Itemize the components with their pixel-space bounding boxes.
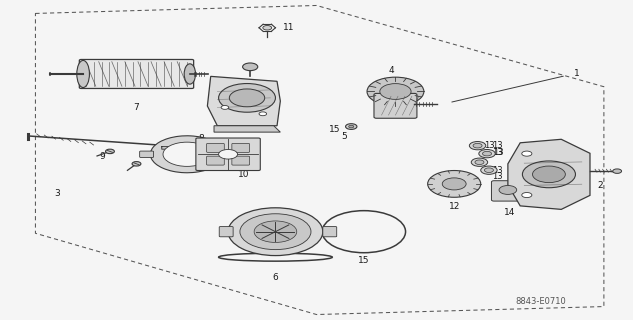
- Text: 13: 13: [493, 148, 504, 157]
- Circle shape: [473, 143, 482, 148]
- Text: 8843-E0710: 8843-E0710: [515, 297, 566, 306]
- Circle shape: [263, 26, 272, 30]
- Circle shape: [532, 166, 565, 183]
- Circle shape: [106, 149, 115, 154]
- Circle shape: [240, 214, 311, 250]
- FancyBboxPatch shape: [232, 156, 249, 165]
- FancyBboxPatch shape: [374, 93, 417, 118]
- Circle shape: [522, 151, 532, 156]
- Circle shape: [480, 166, 497, 174]
- Text: 14: 14: [503, 208, 515, 217]
- Text: 13: 13: [484, 140, 494, 149]
- FancyBboxPatch shape: [196, 138, 260, 171]
- Circle shape: [479, 149, 495, 158]
- Circle shape: [484, 168, 494, 172]
- FancyBboxPatch shape: [323, 227, 337, 237]
- Polygon shape: [208, 76, 280, 126]
- Circle shape: [132, 162, 141, 166]
- FancyBboxPatch shape: [206, 143, 224, 152]
- Text: 6: 6: [273, 273, 279, 282]
- Circle shape: [218, 149, 237, 159]
- Circle shape: [380, 84, 411, 100]
- Text: 1: 1: [574, 69, 580, 78]
- Circle shape: [228, 208, 323, 256]
- Polygon shape: [508, 139, 590, 209]
- FancyBboxPatch shape: [232, 143, 249, 152]
- FancyBboxPatch shape: [140, 151, 154, 157]
- Text: 13: 13: [492, 148, 503, 156]
- Circle shape: [613, 169, 622, 173]
- Circle shape: [367, 77, 424, 106]
- Polygon shape: [162, 147, 180, 154]
- Circle shape: [349, 125, 354, 128]
- Text: 10: 10: [238, 170, 249, 179]
- Circle shape: [442, 178, 466, 190]
- FancyBboxPatch shape: [491, 181, 524, 201]
- Circle shape: [221, 106, 229, 109]
- Circle shape: [499, 186, 517, 195]
- Circle shape: [218, 84, 275, 112]
- Text: 7: 7: [134, 103, 139, 112]
- Circle shape: [242, 63, 258, 71]
- Wedge shape: [163, 142, 211, 166]
- Circle shape: [475, 160, 484, 164]
- Text: 4: 4: [388, 66, 394, 75]
- Text: 9: 9: [99, 152, 105, 161]
- Circle shape: [522, 193, 532, 197]
- Text: 8: 8: [199, 134, 204, 143]
- Text: 3: 3: [54, 189, 60, 198]
- Circle shape: [254, 221, 297, 243]
- Ellipse shape: [77, 60, 89, 87]
- Text: 13: 13: [492, 141, 503, 150]
- Polygon shape: [214, 126, 280, 132]
- Circle shape: [482, 151, 492, 156]
- Circle shape: [471, 158, 487, 166]
- Text: 13: 13: [492, 172, 503, 181]
- Text: 15: 15: [329, 125, 341, 134]
- Circle shape: [522, 161, 575, 188]
- Text: 12: 12: [449, 202, 460, 211]
- Wedge shape: [151, 136, 219, 173]
- Text: 11: 11: [283, 23, 294, 32]
- Text: 13: 13: [492, 166, 503, 175]
- FancyBboxPatch shape: [206, 156, 224, 165]
- Text: 15: 15: [358, 256, 369, 265]
- Text: 5: 5: [341, 132, 347, 140]
- Circle shape: [428, 171, 480, 197]
- Circle shape: [346, 124, 357, 129]
- Circle shape: [469, 141, 486, 150]
- Text: 2: 2: [598, 181, 603, 190]
- Circle shape: [229, 89, 265, 107]
- Circle shape: [259, 112, 266, 116]
- FancyBboxPatch shape: [219, 227, 233, 237]
- FancyBboxPatch shape: [79, 60, 194, 88]
- Ellipse shape: [184, 64, 196, 84]
